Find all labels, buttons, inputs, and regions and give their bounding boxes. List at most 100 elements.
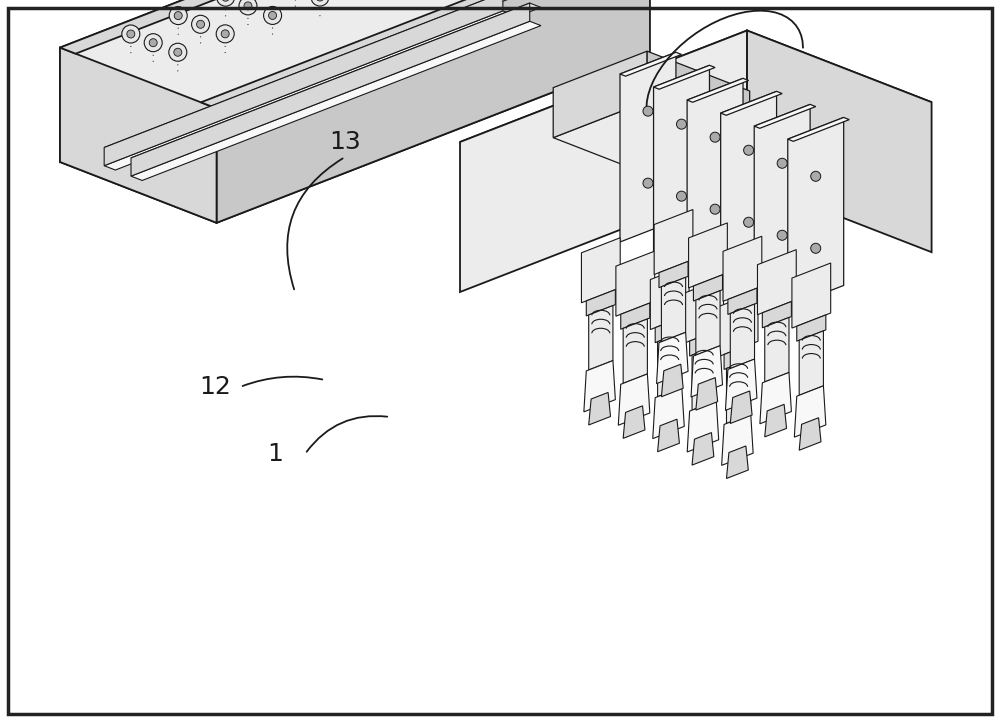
Circle shape — [744, 217, 754, 227]
Polygon shape — [586, 290, 615, 316]
Polygon shape — [654, 65, 715, 90]
Polygon shape — [696, 378, 718, 410]
Circle shape — [197, 20, 205, 28]
Polygon shape — [650, 264, 689, 329]
Circle shape — [316, 0, 324, 1]
Polygon shape — [721, 92, 777, 281]
Polygon shape — [721, 92, 782, 116]
Polygon shape — [765, 404, 787, 437]
Text: 13: 13 — [329, 130, 361, 154]
Polygon shape — [553, 101, 750, 178]
Polygon shape — [754, 105, 810, 294]
Circle shape — [244, 2, 252, 10]
Polygon shape — [659, 261, 688, 287]
Circle shape — [264, 6, 282, 25]
Circle shape — [221, 30, 229, 38]
Polygon shape — [685, 278, 724, 343]
Polygon shape — [658, 332, 682, 396]
Polygon shape — [621, 303, 650, 329]
Circle shape — [811, 243, 821, 253]
Polygon shape — [655, 316, 684, 343]
Polygon shape — [690, 330, 719, 356]
Polygon shape — [647, 51, 750, 141]
Polygon shape — [581, 238, 620, 303]
Circle shape — [239, 0, 257, 15]
Polygon shape — [589, 305, 613, 370]
Circle shape — [710, 204, 720, 214]
Polygon shape — [658, 419, 679, 452]
Polygon shape — [747, 30, 932, 252]
Polygon shape — [131, 21, 541, 180]
Polygon shape — [719, 291, 758, 357]
Circle shape — [174, 12, 182, 19]
Polygon shape — [724, 343, 753, 370]
Polygon shape — [691, 346, 723, 397]
Polygon shape — [657, 332, 688, 383]
Polygon shape — [760, 373, 791, 424]
Polygon shape — [104, 0, 514, 152]
Polygon shape — [689, 223, 727, 288]
Polygon shape — [725, 359, 757, 410]
Polygon shape — [60, 0, 650, 223]
Polygon shape — [661, 364, 683, 396]
Polygon shape — [730, 391, 752, 424]
Polygon shape — [799, 331, 823, 395]
Circle shape — [643, 178, 653, 188]
Polygon shape — [794, 386, 826, 437]
Circle shape — [643, 106, 653, 116]
Polygon shape — [722, 414, 753, 466]
Circle shape — [811, 171, 821, 181]
Polygon shape — [730, 304, 755, 368]
Polygon shape — [687, 79, 743, 268]
Polygon shape — [616, 251, 655, 316]
Polygon shape — [723, 236, 762, 301]
Text: 1: 1 — [267, 442, 283, 466]
Polygon shape — [696, 291, 720, 355]
Circle shape — [710, 132, 720, 142]
Polygon shape — [620, 52, 682, 77]
Circle shape — [677, 191, 687, 201]
Polygon shape — [726, 446, 748, 479]
Circle shape — [216, 25, 234, 43]
Polygon shape — [687, 79, 749, 103]
Polygon shape — [104, 11, 514, 170]
Polygon shape — [654, 65, 709, 255]
Polygon shape — [553, 51, 647, 138]
Text: 12: 12 — [199, 375, 231, 399]
Polygon shape — [654, 209, 693, 274]
Circle shape — [269, 12, 277, 19]
Polygon shape — [60, 48, 217, 223]
Polygon shape — [60, 0, 509, 53]
Polygon shape — [584, 360, 615, 412]
Circle shape — [192, 15, 210, 33]
Polygon shape — [693, 275, 723, 301]
Polygon shape — [620, 52, 676, 242]
Polygon shape — [589, 393, 611, 425]
Polygon shape — [792, 263, 831, 328]
Circle shape — [217, 0, 235, 6]
Polygon shape — [692, 346, 716, 410]
Polygon shape — [653, 387, 684, 438]
Polygon shape — [687, 401, 719, 452]
Circle shape — [127, 30, 135, 38]
Polygon shape — [60, 0, 493, 162]
Polygon shape — [131, 3, 541, 162]
Circle shape — [144, 34, 162, 52]
Polygon shape — [623, 406, 645, 438]
Polygon shape — [623, 319, 647, 383]
Circle shape — [149, 39, 157, 47]
Polygon shape — [618, 374, 650, 425]
Polygon shape — [104, 0, 503, 165]
Polygon shape — [692, 432, 714, 465]
Circle shape — [169, 43, 187, 61]
Circle shape — [777, 158, 787, 168]
Polygon shape — [201, 0, 650, 108]
Polygon shape — [661, 277, 686, 342]
Circle shape — [777, 230, 787, 240]
Polygon shape — [765, 318, 789, 382]
Polygon shape — [788, 118, 849, 142]
Polygon shape — [754, 105, 816, 129]
Polygon shape — [757, 250, 796, 315]
Circle shape — [311, 0, 329, 6]
Polygon shape — [799, 418, 821, 451]
